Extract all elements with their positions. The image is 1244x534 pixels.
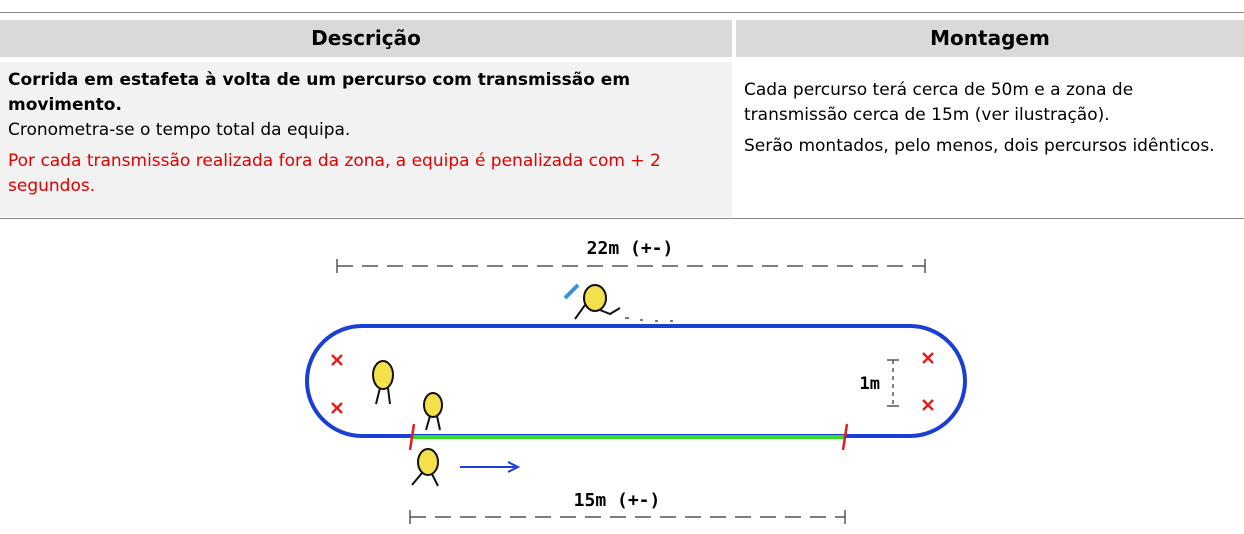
top-rule <box>0 12 1244 13</box>
description-title: Corrida em estafeta à volta de um percur… <box>8 70 631 115</box>
zone-mark <box>841 423 849 451</box>
description-text: Cronometra-se o tempo total da equipa. <box>8 120 351 140</box>
top-length-label: 22m (+-) <box>587 238 674 259</box>
setup-paragraph: Cada percurso terá cerca de 50m e a zona… <box>744 80 1134 125</box>
cross-mark <box>331 402 343 414</box>
runner-limbs <box>425 415 441 431</box>
cross-mark <box>331 354 343 366</box>
header-cell: Descrição <box>0 20 732 57</box>
runner-figure <box>372 360 394 390</box>
runner-limbs <box>574 304 621 320</box>
motion-lines <box>625 317 673 322</box>
cross-mark <box>922 352 934 364</box>
cross-mark <box>922 399 934 411</box>
runner-figure <box>417 448 439 476</box>
zone-mark <box>408 423 416 451</box>
runner-limbs <box>411 472 439 487</box>
header-text: Montagem <box>930 26 1050 50</box>
runner-limbs <box>375 387 391 405</box>
penalty-text: Por cada transmissão realizada fora da z… <box>8 151 661 196</box>
bottom-rule <box>0 218 1244 219</box>
width-label: 1m <box>860 374 880 394</box>
description-cell: Corrida em estafeta à volta de um percur… <box>0 62 732 217</box>
runner-figure <box>423 392 443 418</box>
runner-figure <box>583 284 607 312</box>
header-text: Descrição <box>311 26 421 50</box>
track <box>305 324 967 438</box>
baton <box>563 283 580 300</box>
arrow-head <box>507 461 521 473</box>
setup-cell: Cada percurso terá cerca de 50m e a zona… <box>736 72 1244 217</box>
setup-paragraph: Serão montados, pelo menos, dois percurs… <box>744 136 1215 156</box>
zone-length-label: 15m (+-) <box>574 490 661 511</box>
header-cell: Montagem <box>736 20 1244 57</box>
